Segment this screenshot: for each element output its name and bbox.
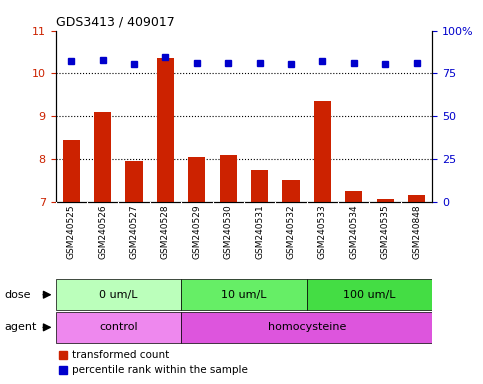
Text: 0 um/L: 0 um/L xyxy=(99,290,138,300)
Bar xyxy=(126,161,142,202)
Bar xyxy=(157,58,174,202)
Bar xyxy=(94,112,111,202)
Bar xyxy=(63,140,80,202)
Text: homocysteine: homocysteine xyxy=(268,322,346,333)
Bar xyxy=(377,199,394,202)
Text: agent: agent xyxy=(5,322,37,333)
Text: transformed count: transformed count xyxy=(72,350,170,360)
Text: GSM240532: GSM240532 xyxy=(286,204,296,258)
Bar xyxy=(408,195,425,202)
Bar xyxy=(181,279,307,310)
Text: GSM240535: GSM240535 xyxy=(381,204,390,259)
Text: GSM240528: GSM240528 xyxy=(161,204,170,258)
Text: GSM240526: GSM240526 xyxy=(98,204,107,258)
Text: 10 um/L: 10 um/L xyxy=(221,290,267,300)
Bar xyxy=(307,279,432,310)
Bar xyxy=(345,191,362,202)
Bar xyxy=(251,170,268,202)
Text: GSM240533: GSM240533 xyxy=(318,204,327,259)
Text: GSM240525: GSM240525 xyxy=(67,204,76,258)
Text: GSM240531: GSM240531 xyxy=(255,204,264,259)
Text: dose: dose xyxy=(5,290,31,300)
Bar xyxy=(188,157,205,202)
Bar xyxy=(283,180,299,202)
Text: GSM240848: GSM240848 xyxy=(412,204,421,258)
Text: GSM240534: GSM240534 xyxy=(349,204,358,258)
Text: GSM240530: GSM240530 xyxy=(224,204,233,259)
Bar xyxy=(181,312,432,343)
Text: control: control xyxy=(99,322,138,333)
Text: GSM240529: GSM240529 xyxy=(192,204,201,258)
Bar xyxy=(314,101,331,202)
Bar xyxy=(220,155,237,202)
Text: percentile rank within the sample: percentile rank within the sample xyxy=(72,366,248,376)
Text: GSM240527: GSM240527 xyxy=(129,204,139,258)
Bar xyxy=(56,279,181,310)
Text: 100 um/L: 100 um/L xyxy=(343,290,396,300)
Bar xyxy=(56,312,181,343)
Text: GDS3413 / 409017: GDS3413 / 409017 xyxy=(56,15,174,28)
